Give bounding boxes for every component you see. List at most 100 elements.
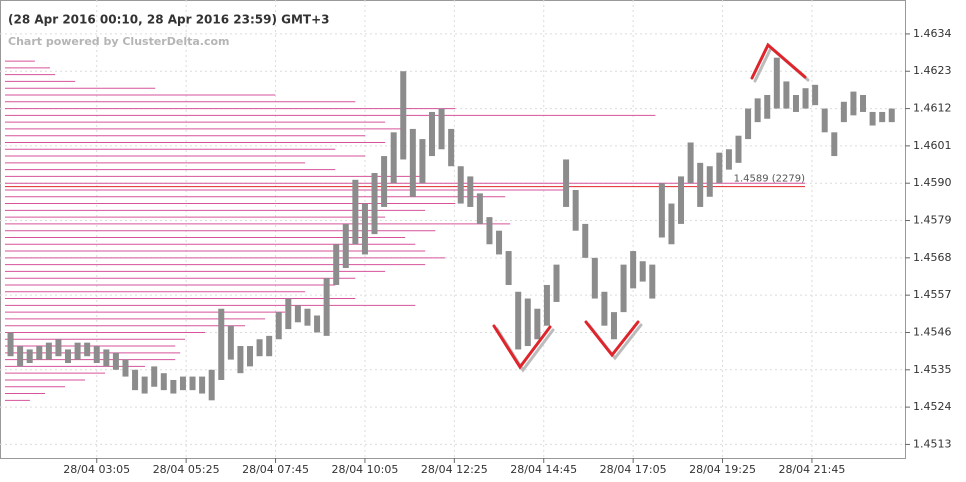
price-bar <box>17 346 24 367</box>
price-bar <box>840 101 847 123</box>
price-bar <box>754 98 761 123</box>
y-tick-label: 1.4513 <box>913 437 952 450</box>
price-bar <box>7 332 14 357</box>
price-bar <box>563 159 570 207</box>
x-tick-label: 28/04 17:05 <box>600 463 667 476</box>
price-bar <box>601 291 608 326</box>
y-tick-label: 1.4612 <box>913 102 952 115</box>
price-bar <box>294 305 301 323</box>
price-bar <box>400 71 407 160</box>
price-bar <box>304 308 311 326</box>
x-tick-label: 28/04 03:05 <box>63 463 130 476</box>
pattern-markers <box>492 42 810 373</box>
y-tick-label: 1.4568 <box>913 251 952 264</box>
y-tick-label: 1.4623 <box>913 64 952 77</box>
price-bar <box>409 128 416 197</box>
price-bar <box>323 278 330 336</box>
price-bar <box>812 84 819 106</box>
x-tick-label: 28/04 07:45 <box>242 463 309 476</box>
price-bar <box>486 217 493 245</box>
price-bar <box>141 376 148 394</box>
price-bar <box>860 94 867 112</box>
x-tick-label: 28/04 05:25 <box>153 463 220 476</box>
price-bar <box>237 346 244 374</box>
price-bars <box>7 57 895 401</box>
price-bar <box>381 156 388 207</box>
price-bar <box>218 308 225 380</box>
price-bar <box>773 57 780 109</box>
x-tick-label: 28/04 10:05 <box>331 463 398 476</box>
price-bar <box>869 111 876 126</box>
price-bar <box>112 352 119 370</box>
price-bar <box>802 88 809 109</box>
price-bar <box>476 193 483 224</box>
y-tick-label: 1.4579 <box>913 214 952 227</box>
price-bar <box>620 264 627 313</box>
price-bar <box>783 81 790 109</box>
price-bar <box>821 108 828 133</box>
price-bar <box>361 203 368 255</box>
price-bar <box>448 128 455 167</box>
price-bar <box>208 369 215 401</box>
y-tick-label: 1.4524 <box>913 400 952 413</box>
price-bar <box>745 108 752 140</box>
price-bar <box>687 142 694 184</box>
price-bar <box>725 149 732 170</box>
price-bar <box>93 346 100 364</box>
chart-title: (28 Apr 2016 00:10, 28 Apr 2016 23:59) G… <box>8 13 330 27</box>
price-bar <box>428 111 435 157</box>
chart-subtitle: Chart powered by ClusterDelta.com <box>8 35 229 48</box>
price-bar <box>879 111 886 123</box>
price-bar <box>582 223 589 258</box>
price-bar <box>610 312 617 340</box>
price-bar <box>256 339 263 357</box>
volume-profile <box>5 60 805 401</box>
price-bar <box>457 166 464 204</box>
price-bar <box>658 183 665 238</box>
price-bar <box>170 379 177 394</box>
price-bar <box>285 298 292 330</box>
price-bar <box>735 135 742 163</box>
price-bar <box>132 369 139 391</box>
price-bar <box>496 230 503 255</box>
price-bar <box>199 376 206 394</box>
marker <box>750 42 807 80</box>
price-bar <box>764 94 771 119</box>
price-bar <box>247 346 254 367</box>
price-bar <box>342 223 349 269</box>
price-bar <box>160 373 167 391</box>
price-bar <box>419 139 426 184</box>
price-bar <box>649 264 656 299</box>
y-tick-label: 1.4546 <box>913 325 952 338</box>
price-bar <box>266 335 273 357</box>
price-bar <box>543 284 550 326</box>
price-bar <box>515 291 522 350</box>
y-tick-label: 1.4535 <box>913 363 952 376</box>
price-bar <box>103 349 110 367</box>
price-bar <box>74 342 81 360</box>
price-bar <box>65 349 72 364</box>
price-bar <box>553 264 560 302</box>
price-bar <box>630 251 637 289</box>
price-bar <box>678 176 685 224</box>
y-tick-label: 1.4557 <box>913 288 952 301</box>
price-bar <box>467 176 474 207</box>
x-tick-label: 28/04 14:45 <box>510 463 577 476</box>
price-bar <box>572 189 579 231</box>
price-bar <box>84 342 91 357</box>
price-bar <box>55 339 62 357</box>
price-bar <box>668 203 675 245</box>
price-bar <box>275 312 282 340</box>
price-bar <box>792 94 799 112</box>
price-bar <box>26 349 33 364</box>
price-bar <box>438 108 445 150</box>
y-tick-label: 1.4634 <box>913 27 952 40</box>
price-bar <box>716 152 723 184</box>
price-bar <box>36 346 43 360</box>
price-bar <box>45 342 52 360</box>
price-bar <box>697 162 704 207</box>
price-bar <box>189 376 196 391</box>
x-tick-label: 28/04 21:45 <box>778 463 845 476</box>
price-bar <box>314 315 321 333</box>
price-bar <box>352 179 359 245</box>
